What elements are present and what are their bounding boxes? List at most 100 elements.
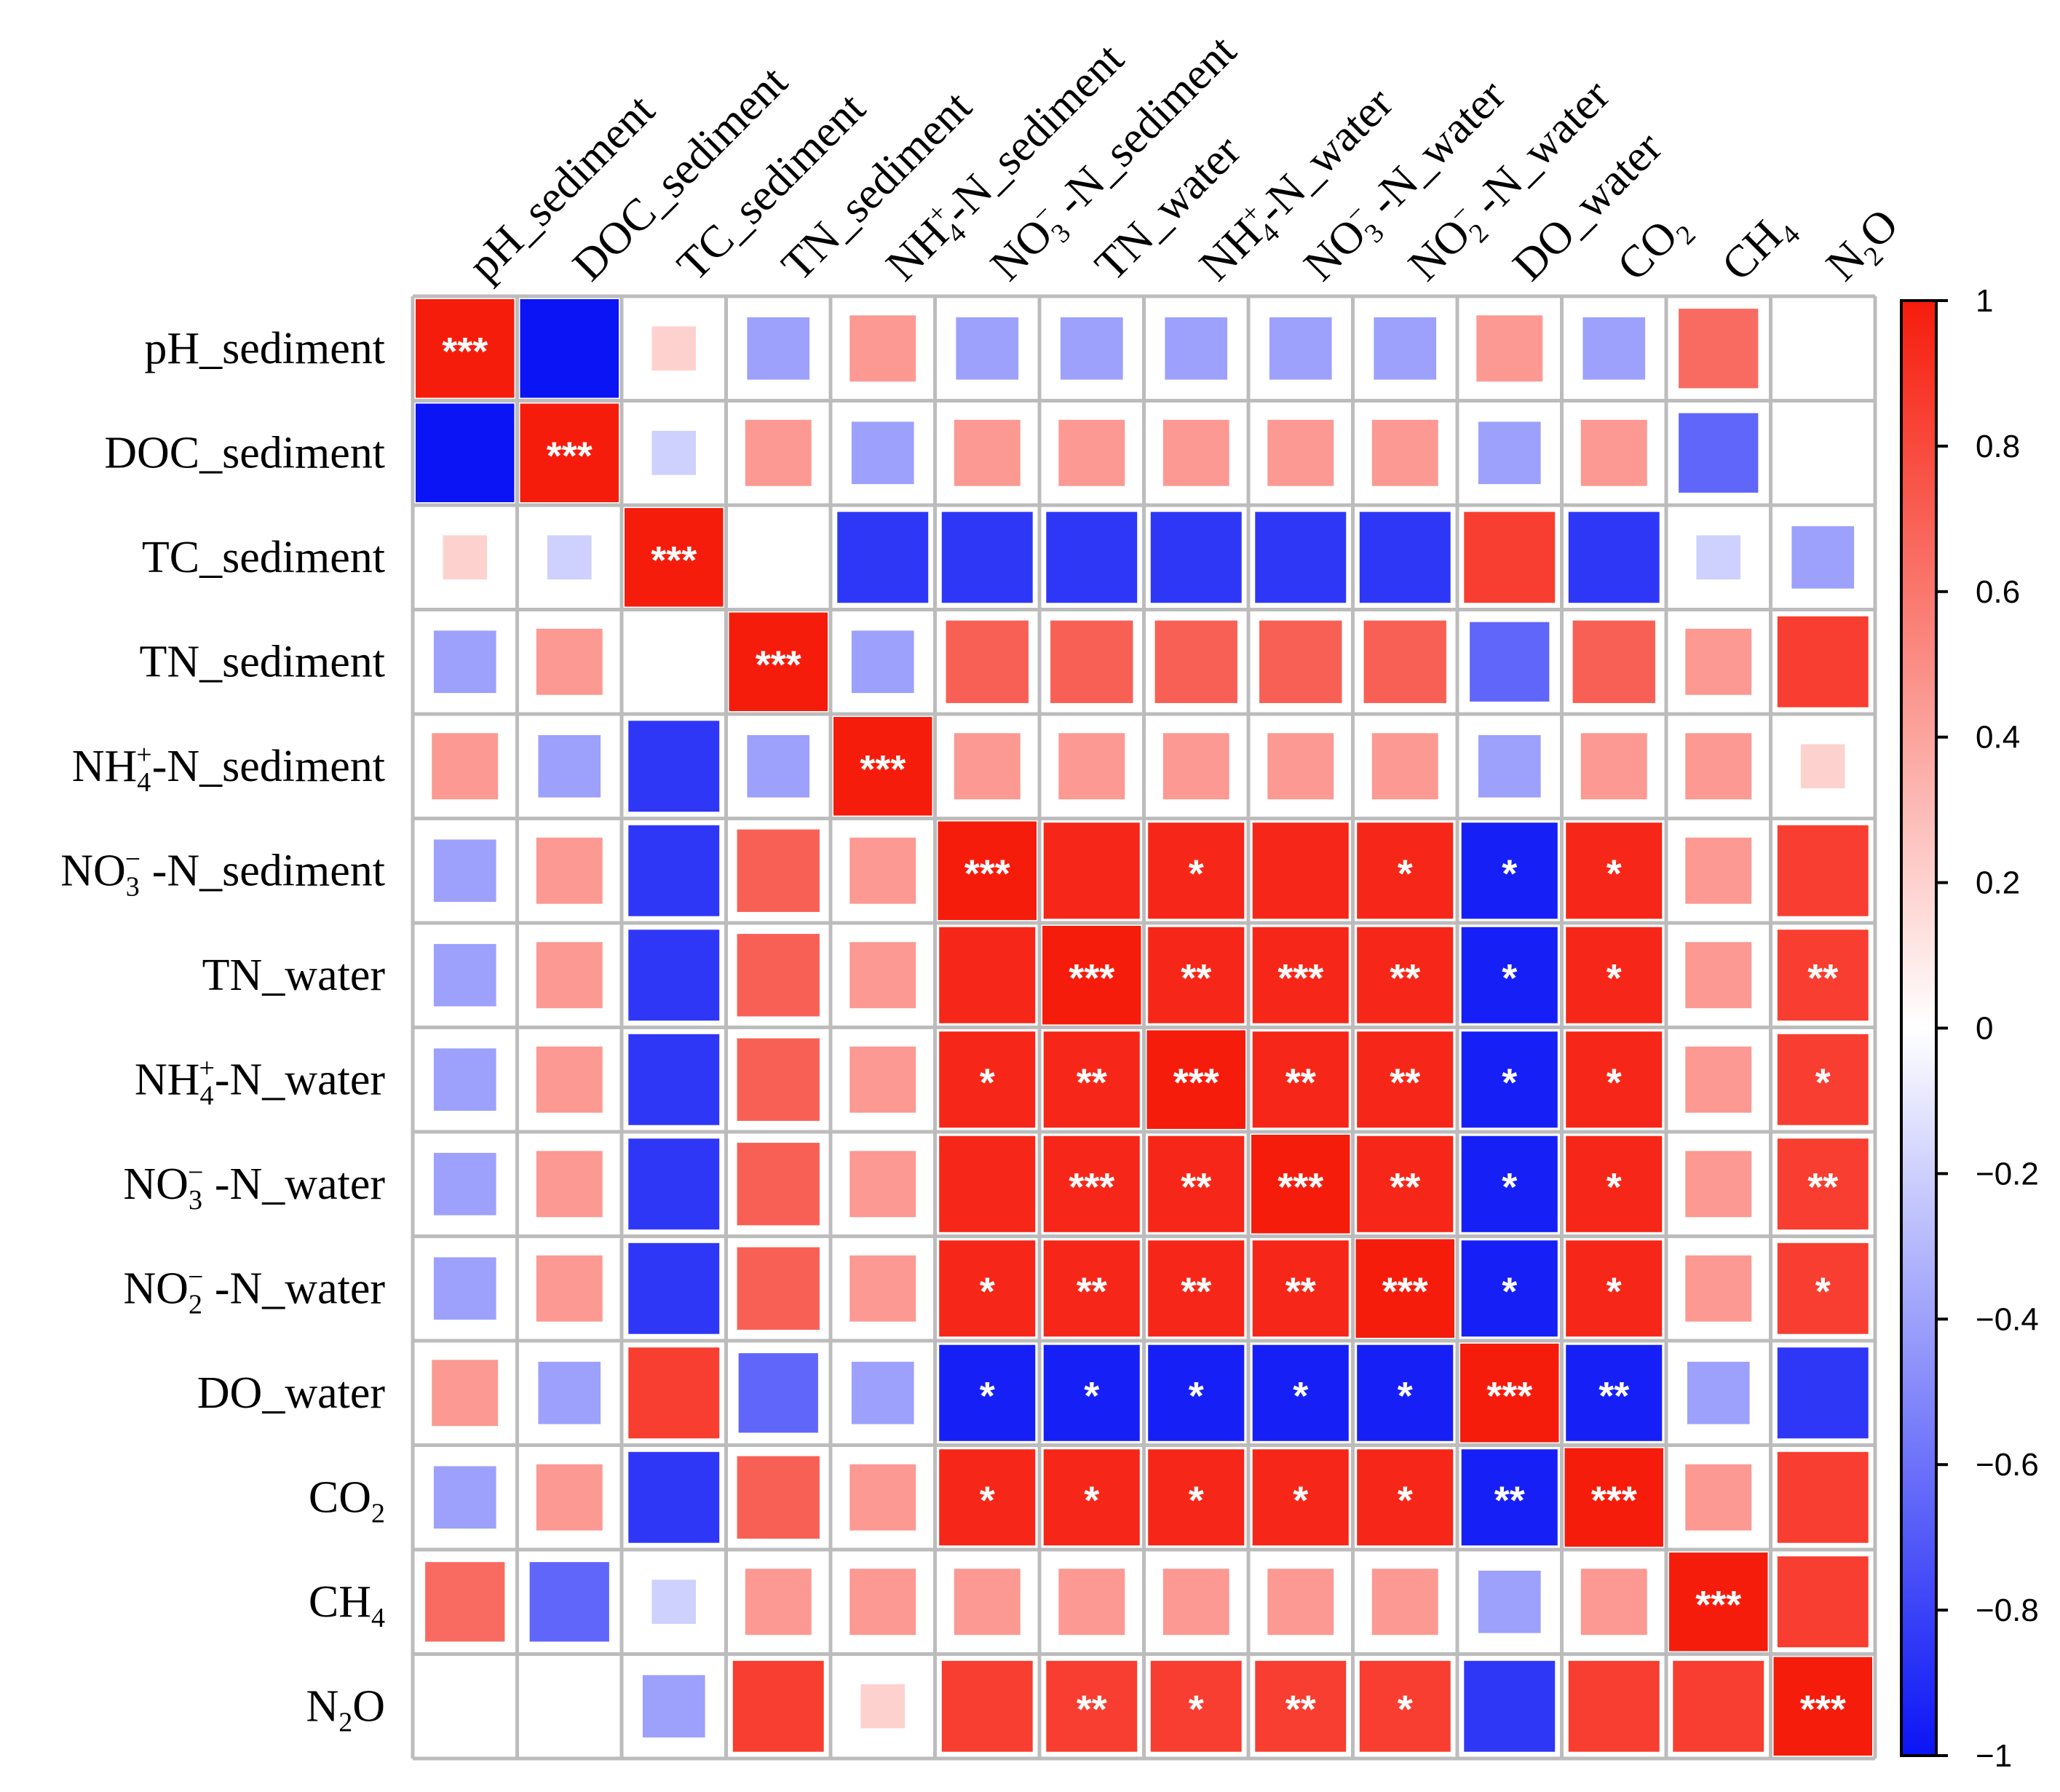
heatmap-cell: [1687, 1361, 1750, 1424]
heatmap-cell: [433, 630, 496, 694]
significance-label: **: [1494, 1478, 1525, 1522]
label-part: −: [188, 1261, 203, 1292]
heatmap-cell: [1043, 1240, 1140, 1337]
colorbar-tick-label: −0.2: [1976, 1156, 2039, 1192]
heatmap-cell: [625, 508, 724, 607]
label-part: -N_water: [203, 1159, 385, 1209]
significance-label: *: [1293, 1374, 1308, 1418]
heatmap-cell: [1673, 1660, 1764, 1752]
heatmap-cell: [729, 612, 828, 711]
heatmap-cell: [651, 430, 697, 475]
label-part: N: [306, 1681, 338, 1731]
heatmap-cell: [1685, 942, 1752, 1009]
heatmap-cell: [1357, 1449, 1454, 1546]
heatmap-cell: [1259, 620, 1342, 703]
significance-stars: ****************** * * * **** ** *** ** * * *** ** *…: [442, 330, 1846, 1732]
significance-label: *: [1189, 852, 1204, 895]
significance-label: ***: [1800, 1687, 1846, 1731]
heatmap-cell: [1148, 1344, 1245, 1441]
label-part: 4: [137, 767, 151, 798]
label-part: CH: [309, 1577, 371, 1627]
heatmap-cell: [1363, 620, 1446, 703]
significance-label: *: [1502, 1165, 1517, 1209]
significance-label: *: [1084, 1478, 1099, 1522]
heatmap-cell: [849, 315, 916, 382]
heatmap-cell: [849, 1046, 916, 1113]
label-part: TN_water: [202, 951, 386, 1000]
heatmap-cell: [1685, 1464, 1752, 1531]
heatmap-cell: [1252, 927, 1349, 1023]
heatmap-cell: [1461, 822, 1558, 919]
heatmap-cell: [536, 1151, 603, 1218]
heatmap-cell: [1777, 1347, 1869, 1439]
significance-label: *: [1398, 1478, 1413, 1522]
column-labels: pH_sedimentDOC_sedimentTC_sedimentTN_sed…: [459, 26, 1908, 295]
heatmap-cell: [433, 1466, 496, 1529]
heatmap-cell: [1777, 1242, 1869, 1334]
heatmap-cell: [1050, 620, 1133, 703]
heatmap-cell: [651, 326, 697, 371]
heatmap-cell: [1460, 1344, 1559, 1443]
significance-label: *: [980, 1269, 995, 1313]
label-part: 2: [189, 1289, 202, 1320]
heatmap-cell: [1252, 1449, 1349, 1546]
heatmap-cell: [851, 630, 914, 694]
label-part: -N_sediment: [140, 846, 385, 895]
heatmap-cell: [1357, 1135, 1454, 1232]
significance-label: ***: [1382, 1269, 1428, 1313]
significance-label: ***: [1591, 1478, 1637, 1522]
colorbar-tick-label: −0.8: [1976, 1593, 2039, 1628]
significance-label: **: [1807, 1165, 1838, 1209]
heatmap-cell: [1777, 1556, 1869, 1648]
label-part: O: [352, 1681, 385, 1731]
heatmap-cell: [1058, 419, 1125, 486]
heatmap-cell: [1777, 1034, 1869, 1125]
colorbar-tick-label: −0.6: [1976, 1447, 2039, 1483]
heatmap-cell: [833, 717, 932, 816]
heatmap-cell: [1357, 927, 1454, 1023]
heatmap-cell: [536, 1255, 603, 1322]
label-part: 3: [189, 1185, 202, 1216]
heatmap-cell: [1679, 309, 1759, 389]
label-part: -N_water: [203, 1264, 385, 1313]
heatmap-cell: [433, 1257, 496, 1320]
row-label: NO3− -N_water: [123, 1157, 385, 1216]
heatmap-cell: [1046, 512, 1138, 603]
heatmap-cell: [1461, 927, 1558, 1023]
heatmap-cell: [1777, 929, 1869, 1021]
significance-label: ***: [442, 330, 488, 373]
heatmap-cell: [849, 1151, 916, 1218]
heatmap-cell: [747, 317, 810, 380]
heatmap-cell: [1564, 1448, 1663, 1547]
label-part: N: [1817, 232, 1875, 290]
label-part: 2: [338, 1707, 352, 1737]
heatmap-cell: [520, 403, 619, 502]
heatmap-cell: [1359, 512, 1451, 603]
heatmap-cell: [642, 1675, 705, 1738]
row-label: NO3− -N_sediment: [60, 844, 385, 902]
heatmap-cell: [1800, 744, 1845, 789]
significance-label: *: [980, 1478, 995, 1522]
label-part: -N_water: [215, 1055, 385, 1104]
row-label: CH4: [309, 1577, 385, 1633]
column-label: CH4: [1713, 201, 1807, 295]
heatmap-cell: [938, 821, 1037, 920]
heatmap-cell: [737, 1038, 820, 1121]
heatmap-cell: [837, 512, 929, 603]
heatmap-cell: [628, 1242, 720, 1334]
significance-label: *: [1084, 1374, 1099, 1418]
heatmap-cell: [1580, 419, 1647, 486]
heatmap-cell: [1461, 1135, 1558, 1232]
heatmap-cell: [1046, 1660, 1138, 1752]
heatmap-cell: [1357, 822, 1454, 919]
label-part: DO_water: [197, 1368, 386, 1418]
row-label: DOC_sediment: [104, 428, 385, 477]
heatmap-cell: [849, 1255, 916, 1322]
label-part: 4: [371, 1603, 385, 1633]
column-label: CO2: [1608, 201, 1702, 295]
heatmap-cell: [954, 733, 1021, 800]
label-part: −: [188, 1157, 203, 1188]
colorbar-tick-label: 0.8: [1976, 429, 2020, 464]
colorbar-tick-label: 1: [1976, 283, 1993, 319]
row-label: NH4+-N_water: [135, 1052, 385, 1111]
